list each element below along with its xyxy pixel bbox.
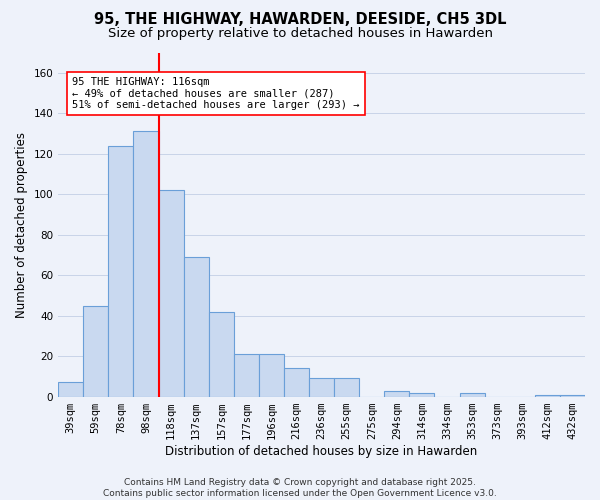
Bar — [234, 354, 259, 397]
Bar — [184, 257, 209, 396]
Bar — [309, 378, 334, 396]
Y-axis label: Number of detached properties: Number of detached properties — [15, 132, 28, 318]
Text: Size of property relative to detached houses in Hawarden: Size of property relative to detached ho… — [107, 28, 493, 40]
Bar — [133, 132, 158, 396]
Bar — [109, 146, 133, 396]
X-axis label: Distribution of detached houses by size in Hawarden: Distribution of detached houses by size … — [166, 444, 478, 458]
Bar — [409, 392, 434, 396]
Text: 95, THE HIGHWAY, HAWARDEN, DEESIDE, CH5 3DL: 95, THE HIGHWAY, HAWARDEN, DEESIDE, CH5 … — [94, 12, 506, 28]
Bar — [259, 354, 284, 397]
Bar — [58, 382, 83, 396]
Bar — [209, 312, 234, 396]
Bar — [385, 390, 409, 396]
Bar — [535, 394, 560, 396]
Bar — [334, 378, 359, 396]
Bar — [460, 392, 485, 396]
Bar — [560, 394, 585, 396]
Text: 95 THE HIGHWAY: 116sqm
← 49% of detached houses are smaller (287)
51% of semi-de: 95 THE HIGHWAY: 116sqm ← 49% of detached… — [72, 77, 359, 110]
Bar — [284, 368, 309, 396]
Text: Contains HM Land Registry data © Crown copyright and database right 2025.
Contai: Contains HM Land Registry data © Crown c… — [103, 478, 497, 498]
Bar — [83, 306, 109, 396]
Bar — [158, 190, 184, 396]
